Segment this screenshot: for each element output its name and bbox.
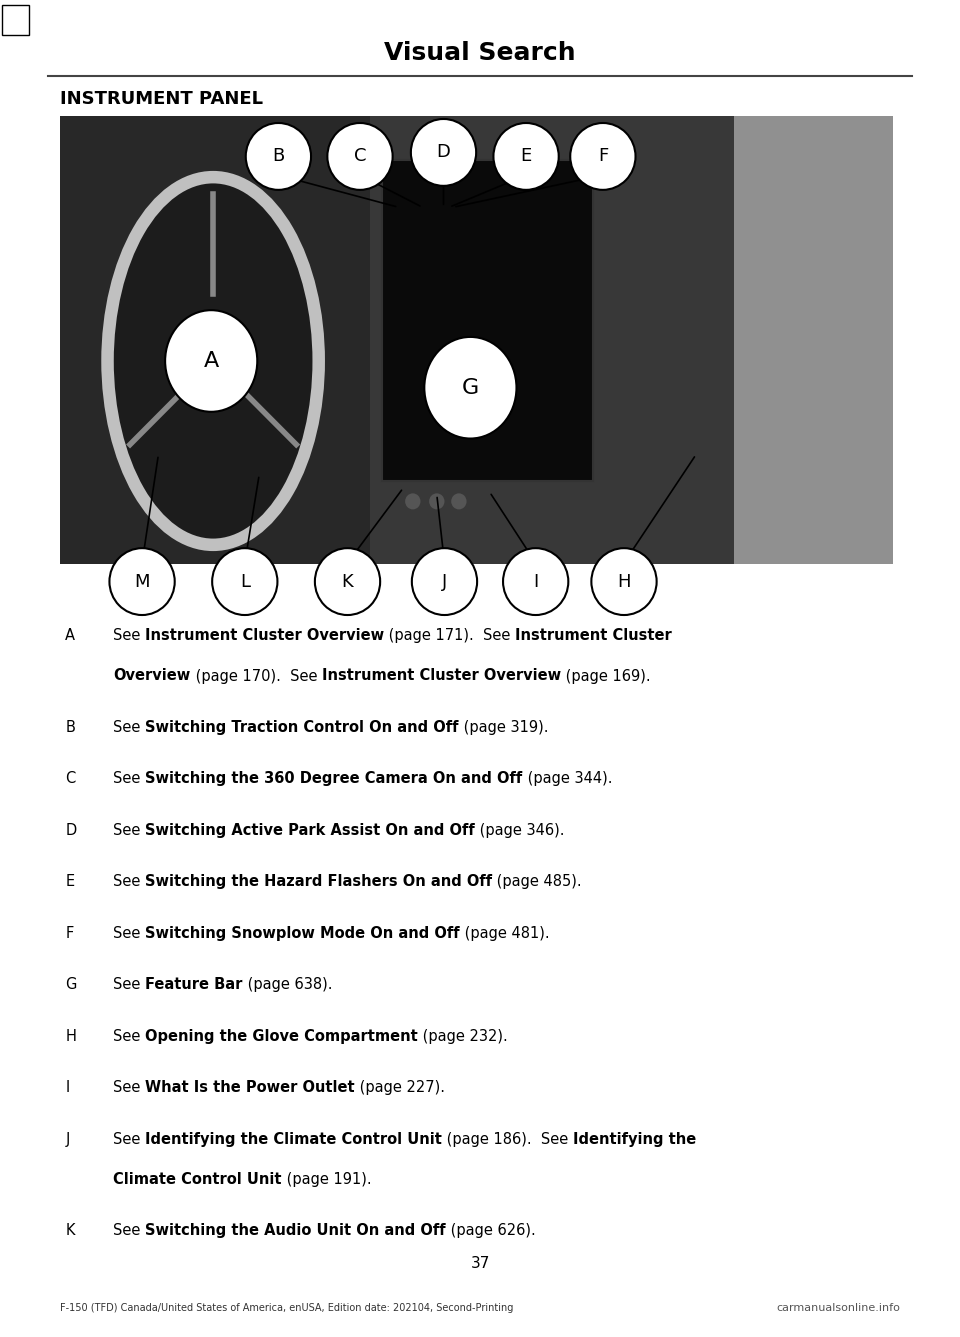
Text: (page 638).: (page 638).: [243, 977, 332, 992]
Text: D: D: [437, 143, 450, 162]
Text: See: See: [113, 874, 145, 889]
Text: A: A: [204, 352, 219, 370]
Text: Instrument Cluster Overview: Instrument Cluster Overview: [145, 628, 384, 643]
Bar: [382, 160, 593, 481]
Text: Switching the 360 Degree Camera On and Off: Switching the 360 Degree Camera On and O…: [145, 771, 522, 786]
Text: Identifying the: Identifying the: [573, 1131, 696, 1147]
Text: Switching the Hazard Flashers On and Off: Switching the Hazard Flashers On and Off: [145, 874, 492, 889]
Text: E: E: [520, 147, 532, 166]
Ellipse shape: [451, 493, 467, 509]
Text: (page 191).: (page 191).: [282, 1171, 372, 1187]
Bar: [2, 5, 29, 35]
Ellipse shape: [165, 310, 257, 412]
Text: I: I: [533, 572, 539, 591]
Text: H: H: [65, 1028, 76, 1044]
Ellipse shape: [109, 548, 175, 615]
Ellipse shape: [212, 548, 277, 615]
Text: (page 626).: (page 626).: [445, 1223, 536, 1238]
Text: Feature Bar: Feature Bar: [145, 977, 243, 992]
Text: See: See: [113, 719, 145, 735]
Text: Identifying the Climate Control Unit: Identifying the Climate Control Unit: [145, 1131, 443, 1147]
Ellipse shape: [405, 493, 420, 509]
Text: M: M: [134, 572, 150, 591]
Text: What Is the Power Outlet: What Is the Power Outlet: [145, 1080, 355, 1095]
Text: F: F: [598, 147, 608, 166]
Text: Instrument Cluster Overview: Instrument Cluster Overview: [322, 668, 561, 683]
Text: See: See: [113, 1028, 145, 1044]
Ellipse shape: [591, 548, 657, 615]
Text: C: C: [353, 147, 367, 166]
Text: (page 227).: (page 227).: [355, 1080, 444, 1095]
Text: L: L: [240, 572, 250, 591]
Text: Switching Traction Control On and Off: Switching Traction Control On and Off: [145, 719, 459, 735]
Bar: [370, 116, 734, 564]
Text: (page 481).: (page 481).: [460, 925, 549, 941]
Ellipse shape: [108, 176, 319, 545]
Text: (page 346).: (page 346).: [475, 822, 564, 838]
Text: E: E: [65, 874, 75, 889]
Text: 37: 37: [470, 1255, 490, 1271]
Ellipse shape: [246, 123, 311, 190]
Text: K: K: [65, 1223, 75, 1238]
Text: Overview: Overview: [113, 668, 190, 683]
Text: (page 232).: (page 232).: [418, 1028, 508, 1044]
Text: (page 344).: (page 344).: [522, 771, 612, 786]
Text: (page 485).: (page 485).: [492, 874, 582, 889]
Text: See: See: [113, 1131, 145, 1147]
Text: carmanualsonline.info: carmanualsonline.info: [777, 1302, 900, 1313]
Text: I: I: [65, 1080, 69, 1095]
Text: See: See: [113, 822, 145, 838]
Ellipse shape: [429, 493, 444, 509]
Bar: [60, 116, 376, 564]
Text: F-150 (TFD) Canada/United States of America, enUSA, Edition date: 202104, Second: F-150 (TFD) Canada/United States of Amer…: [60, 1302, 513, 1313]
Ellipse shape: [411, 119, 476, 186]
Text: (page 169).: (page 169).: [561, 668, 651, 683]
Text: Climate Control Unit: Climate Control Unit: [113, 1171, 282, 1187]
Text: Opening the Glove Compartment: Opening the Glove Compartment: [145, 1028, 418, 1044]
Text: F: F: [65, 925, 74, 941]
Ellipse shape: [315, 548, 380, 615]
Text: Switching Active Park Assist On and Off: Switching Active Park Assist On and Off: [145, 822, 475, 838]
Text: J: J: [65, 1131, 70, 1147]
Ellipse shape: [412, 548, 477, 615]
Text: (page 171).  See: (page 171). See: [384, 628, 516, 643]
Text: Ford: Ford: [203, 350, 224, 358]
Ellipse shape: [327, 123, 393, 190]
Text: Visual Search: Visual Search: [384, 41, 576, 66]
Text: See: See: [113, 628, 145, 643]
Text: B: B: [65, 719, 75, 735]
Ellipse shape: [570, 123, 636, 190]
Text: A: A: [65, 628, 75, 643]
Text: See: See: [113, 925, 145, 941]
Ellipse shape: [493, 123, 559, 190]
Text: K: K: [342, 572, 353, 591]
Text: Switching the Audio Unit On and Off: Switching the Audio Unit On and Off: [145, 1223, 445, 1238]
Text: See: See: [113, 977, 145, 992]
Text: See: See: [113, 1223, 145, 1238]
Text: Instrument Cluster: Instrument Cluster: [516, 628, 672, 643]
Text: (page 170).  See: (page 170). See: [190, 668, 322, 683]
Text: (page 319).: (page 319).: [459, 719, 548, 735]
Text: See: See: [113, 1080, 145, 1095]
Text: INSTRUMENT PANEL: INSTRUMENT PANEL: [60, 90, 262, 108]
Text: See: See: [113, 771, 145, 786]
Text: Switching Snowplow Mode On and Off: Switching Snowplow Mode On and Off: [145, 925, 460, 941]
Text: H: H: [617, 572, 631, 591]
Ellipse shape: [503, 548, 568, 615]
Text: J: J: [442, 572, 447, 591]
Text: C: C: [65, 771, 76, 786]
Ellipse shape: [184, 334, 242, 374]
Text: G: G: [65, 977, 77, 992]
Text: (page 186).  See: (page 186). See: [443, 1131, 573, 1147]
Text: D: D: [65, 822, 77, 838]
Bar: [60, 116, 893, 564]
Bar: [734, 116, 893, 564]
Text: B: B: [273, 147, 284, 166]
Text: G: G: [462, 378, 479, 397]
Ellipse shape: [424, 337, 516, 439]
